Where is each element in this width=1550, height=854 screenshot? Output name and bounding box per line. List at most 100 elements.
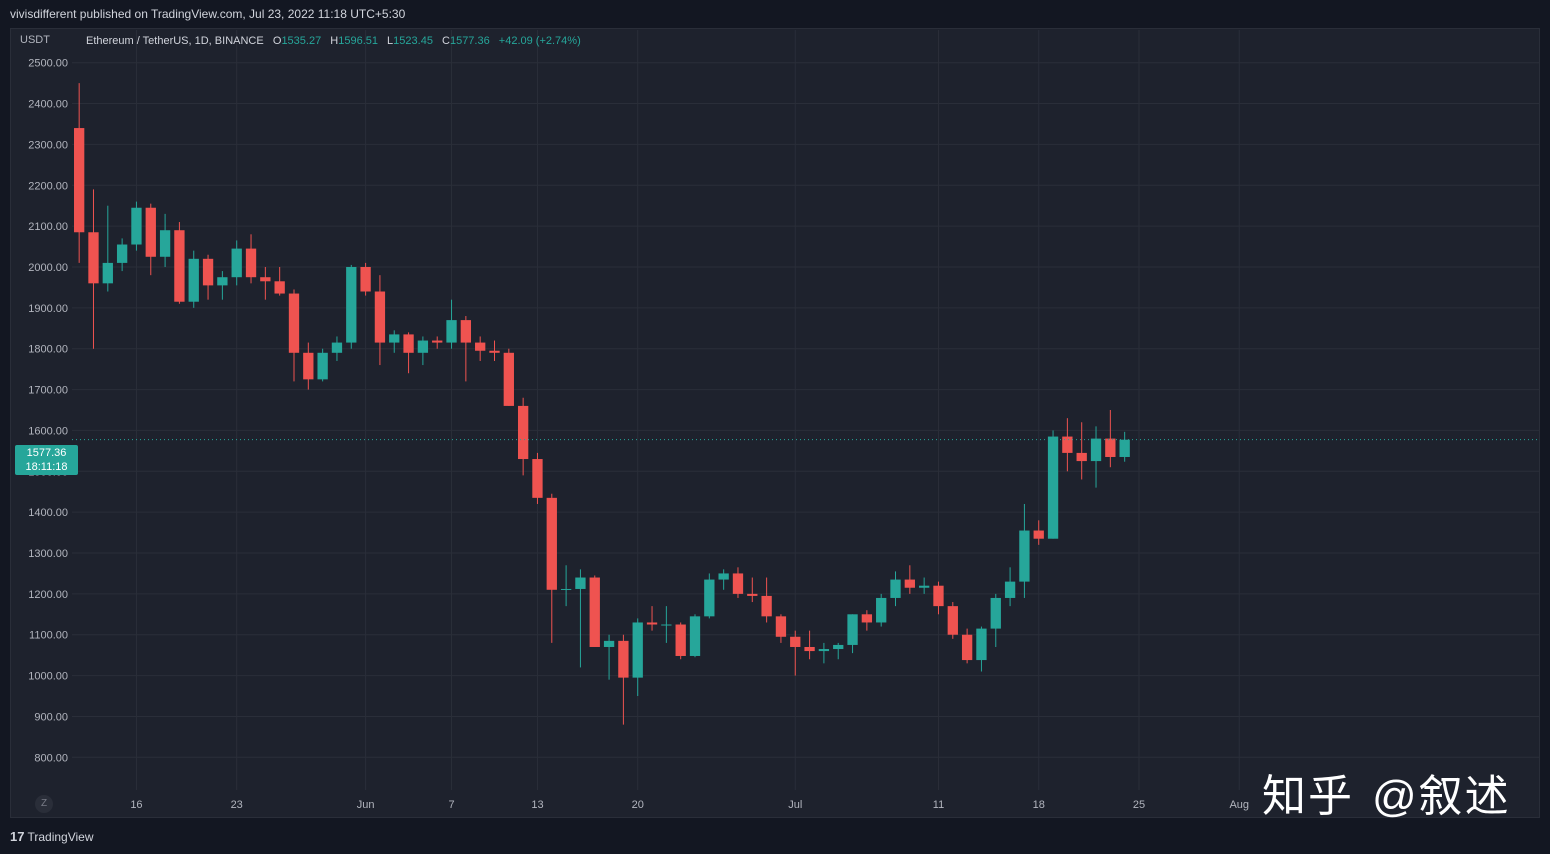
y-tick-label: 1400.00	[28, 507, 68, 519]
change-value: +42.09 (+2.74%)	[498, 35, 581, 47]
candle-body	[861, 614, 873, 623]
candle-body	[589, 577, 600, 647]
y-tick-label: 2300.00	[28, 139, 68, 151]
candle-body	[790, 636, 801, 647]
candle-body	[417, 340, 429, 353]
candle-body	[231, 248, 242, 278]
candle-body	[517, 405, 529, 460]
candle-body	[904, 579, 915, 588]
candle-body	[1090, 438, 1102, 462]
x-tick-label: 18	[1033, 799, 1045, 811]
high-value: 1596.51	[338, 35, 378, 47]
candle-body	[389, 334, 400, 343]
candle-body	[775, 616, 787, 637]
candle-body	[804, 646, 815, 652]
y-tick-label: 1100.00	[29, 630, 68, 642]
tradingview-logo-text: TradingView	[27, 830, 94, 844]
y-tick-label: 2500.00	[28, 58, 68, 70]
candle-body	[188, 258, 199, 302]
candle-body	[532, 459, 543, 498]
y-tick-label: 1700.00	[28, 385, 68, 397]
y-tick-label: 1800.00	[28, 344, 68, 356]
x-tick-label: 11	[933, 799, 944, 811]
candle-body	[131, 207, 142, 245]
candle-body	[847, 614, 858, 645]
y-tick-label: 1200.00	[28, 589, 68, 601]
zoom-reset-button[interactable]: Z	[35, 795, 53, 813]
candle-body	[74, 128, 85, 233]
x-tick-label: 13	[531, 799, 543, 811]
y-axis-labels: 800.00 900.00 1000.00 1100.00 1200.00 1300.00…	[28, 58, 68, 765]
candle-body	[1019, 530, 1030, 582]
candle-body	[976, 628, 987, 661]
publisher-line: vivisdifferent published on TradingView.…	[10, 7, 406, 21]
candle-body	[245, 248, 257, 278]
candle-body	[145, 207, 156, 257]
candle-body	[1105, 438, 1116, 457]
x-tick-label: Aug	[1229, 799, 1249, 811]
candle-body	[560, 588, 572, 590]
candle-body	[174, 230, 185, 302]
symbol-label[interactable]: Ethereum / TetherUS, 1D, BINANCE	[86, 35, 264, 47]
candle-body	[274, 281, 285, 294]
candle-body	[446, 320, 457, 343]
candle-body	[159, 230, 171, 257]
candle-body	[1076, 452, 1087, 462]
candle-body	[933, 585, 944, 607]
candle-body	[990, 597, 1001, 629]
candle-body	[646, 622, 658, 625]
x-tick-label: 25	[1133, 799, 1145, 811]
y-tick-label: 2400.00	[28, 99, 68, 111]
candle-body	[961, 634, 973, 661]
candle-body	[818, 649, 830, 652]
low-label: L	[387, 35, 394, 47]
candle-body	[661, 624, 672, 626]
candle-body	[116, 244, 128, 263]
y-tick-label: 1000.00	[28, 671, 68, 683]
candle-body	[876, 597, 887, 623]
candle-body	[618, 640, 629, 678]
candle-body	[88, 232, 99, 284]
candle-body	[331, 342, 343, 353]
x-tick-label: 23	[231, 799, 243, 811]
candle-body	[1047, 436, 1059, 539]
candle-body	[1033, 530, 1044, 539]
candle-body	[1119, 439, 1130, 457]
candle-body	[947, 606, 958, 635]
y-tick-label: 1600.00	[28, 425, 68, 437]
watermark-site: 知乎	[1262, 772, 1354, 821]
low-value: 1523.45	[393, 35, 433, 47]
tradingview-logo-icon: 17	[10, 829, 25, 844]
candles	[74, 83, 1130, 725]
candle-body	[675, 624, 686, 656]
candle-body	[403, 334, 414, 353]
candle-body	[202, 258, 214, 286]
y-tick-label: 1900.00	[28, 303, 68, 315]
candle-body	[689, 616, 701, 656]
close-label: C	[442, 35, 450, 47]
x-tick-label: 7	[448, 799, 454, 811]
x-axis-labels: 16 23 Jun 7 13 20 Jul 11 18 25 Aug	[130, 799, 1249, 811]
y-tick-label: 1300.00	[28, 548, 68, 560]
chart-panel[interactable]	[10, 28, 1540, 818]
candle-body	[374, 291, 386, 343]
candle-body	[575, 577, 586, 589]
ohlc-legend: Ethereum / TetherUS, 1D, BINANCE O1535.2…	[86, 35, 587, 47]
y-tick-label: 800.00	[34, 752, 68, 764]
candle-body	[1004, 581, 1016, 598]
candle-body	[346, 266, 357, 343]
candle-body	[704, 579, 715, 617]
tradingview-logo[interactable]: 17 TradingView	[10, 829, 94, 844]
candle-body	[833, 644, 844, 650]
candle-body	[217, 277, 228, 286]
candle-body	[603, 640, 615, 647]
x-tick-label: Jul	[788, 799, 802, 811]
grid-lines	[72, 30, 1540, 790]
x-tick-label: 16	[130, 799, 142, 811]
candle-body	[718, 573, 729, 580]
candle-body	[890, 579, 901, 598]
currency-label: USDT	[20, 34, 50, 46]
y-tick-label: 2100.00	[28, 221, 68, 233]
high-label: H	[330, 35, 339, 47]
